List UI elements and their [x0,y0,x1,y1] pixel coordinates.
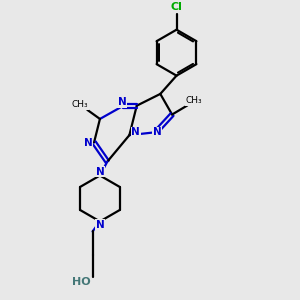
Text: Cl: Cl [171,2,182,12]
Text: CH₃: CH₃ [186,97,202,106]
Text: N: N [96,220,104,230]
Text: HO: HO [72,277,91,287]
Text: N: N [131,127,140,137]
Text: N: N [96,167,104,177]
Text: N: N [118,97,126,107]
Text: CH₃: CH₃ [72,100,88,109]
Text: N: N [153,127,162,137]
Text: N: N [84,137,92,148]
